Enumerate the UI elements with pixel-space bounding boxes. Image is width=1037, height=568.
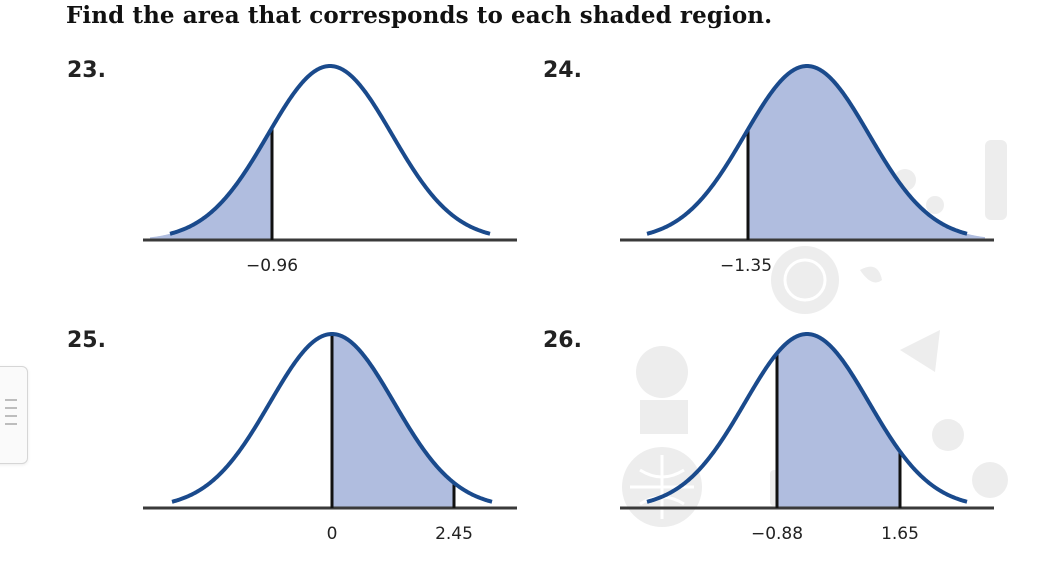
shaded-region-23 (150, 127, 272, 240)
problem-number-26: 26. (543, 328, 582, 353)
bell-curve-26 (646, 332, 968, 504)
bell-curve-23 (169, 64, 491, 236)
shaded-region-26 (777, 334, 900, 508)
shaded-region-25 (332, 334, 454, 508)
bell-curve-25 (171, 332, 493, 504)
tick-label-26-left: −0.88 (750, 524, 804, 544)
normal-curve-26 (620, 332, 994, 510)
problem-number-24: 24. (543, 58, 582, 83)
problem-number-25: 25. (67, 328, 106, 353)
bell-curve-24 (646, 64, 968, 236)
tick-label-24-left: −1.35 (719, 256, 773, 276)
normal-curve-25 (143, 332, 517, 510)
tick-label-25-right: 2.45 (435, 524, 473, 544)
tick-label-25-left: 0 (326, 524, 338, 544)
normal-curve-23 (143, 64, 517, 242)
tick-label-26-right: 1.65 (881, 524, 919, 544)
instruction-heading: Find the area that corresponds to each s… (66, 2, 773, 29)
tick-label-23-left: −0.96 (245, 256, 299, 276)
normal-curve-24 (620, 64, 994, 242)
side-panel-handle[interactable] (0, 366, 28, 464)
shaded-region-24 (748, 66, 985, 240)
problem-number-23: 23. (67, 58, 106, 83)
